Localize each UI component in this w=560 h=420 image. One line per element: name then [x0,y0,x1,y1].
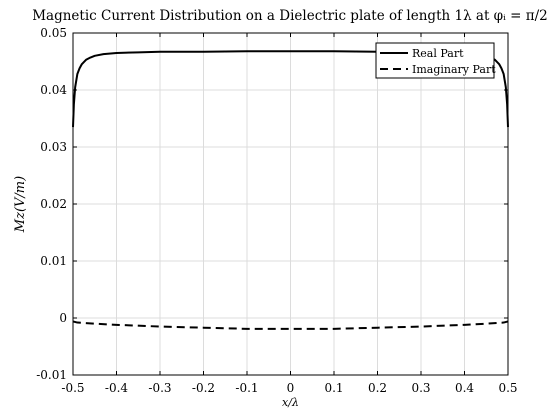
x-tick-label: -0.2 [192,381,215,395]
grid [72,32,509,376]
y-tick-label: 0.02 [40,197,67,211]
x-tick-label: 0.2 [368,381,387,395]
ticks: -0.5 -0.4 -0.3 -0.2 -0.1 0 0.1 0.2 0.3 0.4 0.5 -0.0… [36,26,517,395]
legend-box [375,42,495,79]
x-tick-label: 0.4 [455,381,474,395]
series-line-imaginary-part [72,320,509,330]
x-tick-label: -0.5 [61,381,84,395]
y-tick-label: 0 [59,311,67,325]
x-tick-label: -0.1 [235,381,258,395]
x-tick-label: -0.4 [105,381,129,395]
chart-title: Magnetic Current Distribution on a Diele… [32,8,548,24]
legend: Real Part Imaginary Part [375,42,496,79]
y-tick-label: 0.01 [40,254,67,268]
legend-entry: Real Part [412,47,464,60]
series-line-real-part [72,50,509,128]
series-layer [72,50,509,330]
x-tick-label: 0 [287,381,295,395]
x-tick-label: 0.5 [498,381,517,395]
x-tick-label: 0.3 [411,381,430,395]
y-tick-label: -0.01 [36,368,67,382]
y-axis-label: Mz(V/m) [13,176,28,233]
legend-entry: Imaginary Part [412,63,496,76]
y-tick-label: 0.03 [40,140,67,154]
x-tick-label: -0.3 [148,381,171,395]
x-tick-label: 0.1 [324,381,343,395]
y-tick-label: 0.04 [40,83,67,97]
y-tick-label: 0.05 [40,26,67,40]
x-axis-label: x/λ [282,396,299,409]
